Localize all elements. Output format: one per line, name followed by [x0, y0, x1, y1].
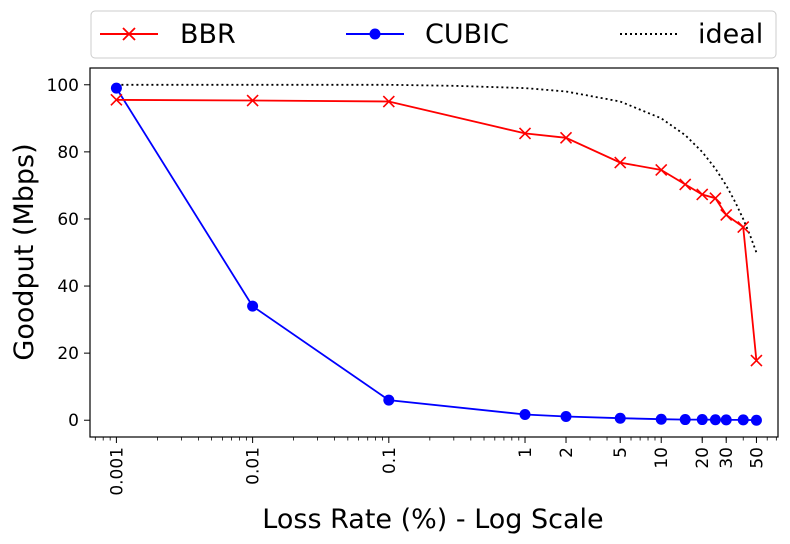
- legend-frame: [90, 10, 777, 59]
- data-point-cubic: [110, 82, 122, 94]
- data-point-bbr: [679, 178, 692, 191]
- data-point-cubic: [720, 414, 732, 426]
- y-tick-label: 20: [57, 344, 79, 364]
- x-tick-label: 0.001: [107, 447, 127, 496]
- legend: BBR CUBIC ideal: [90, 10, 777, 59]
- legend-entry-bbr: BBR: [100, 19, 236, 50]
- legend-entry-cubic: CUBIC: [346, 19, 509, 50]
- x-tick-label: 0.1: [380, 447, 400, 474]
- data-point-bbr: [559, 131, 573, 144]
- data-point-bbr: [110, 93, 123, 106]
- plot-frame: [89, 67, 779, 438]
- series-layer: [110, 82, 763, 426]
- y-axis-title: Goodput (Mbps): [9, 143, 40, 360]
- legend-marker-cubic: [369, 28, 381, 40]
- data-point-cubic: [519, 409, 531, 421]
- data-point-cubic: [750, 414, 762, 426]
- x-axis: 0.001 0.01 0.1 1 2 5 10 20 30 50: [94, 437, 777, 496]
- data-point-bbr: [518, 127, 532, 140]
- x-axis-title: Loss Rate (%) - Log Scale: [262, 504, 603, 535]
- data-point-bbr: [655, 163, 668, 177]
- legend-label-ideal: ideal: [698, 19, 763, 50]
- data-point-cubic: [614, 412, 626, 424]
- series-line-ideal: [116, 83, 758, 253]
- legend-label-cubic: CUBIC: [425, 19, 509, 50]
- x-tick-label: 2: [557, 447, 577, 458]
- x-tick-label: 0.01: [244, 447, 264, 485]
- y-axis: 0 20 40 60 80 100: [47, 76, 90, 431]
- y-tick-label: 60: [57, 210, 79, 230]
- x-tick-label: 20: [693, 447, 713, 469]
- x-tick-label: 30: [717, 447, 737, 469]
- x-tick-label: 5: [611, 447, 631, 458]
- data-point-cubic: [247, 300, 259, 312]
- data-point-cubic: [383, 394, 395, 406]
- data-point-bbr: [382, 95, 395, 108]
- x-tick-label: 50: [747, 447, 767, 469]
- y-tick-label: 0: [68, 411, 79, 431]
- data-point-cubic: [655, 413, 667, 425]
- data-point-cubic: [679, 414, 691, 426]
- y-tick-label: 80: [57, 143, 79, 163]
- data-point-cubic: [560, 411, 572, 423]
- data-point-bbr: [246, 94, 259, 107]
- x-tick-label: 1: [516, 447, 536, 458]
- data-point-cubic: [696, 414, 708, 426]
- data-point-bbr: [614, 156, 627, 169]
- data-point-bbr: [720, 208, 733, 221]
- y-tick-label: 100: [47, 76, 79, 96]
- data-point-bbr: [750, 354, 763, 367]
- data-point-bbr: [737, 220, 750, 234]
- data-point-cubic: [737, 414, 749, 426]
- data-point-bbr: [709, 192, 722, 205]
- legend-label-bbr: BBR: [180, 19, 236, 50]
- y-tick-label: 40: [57, 277, 79, 297]
- data-point-cubic: [709, 414, 721, 426]
- data-point-bbr: [696, 188, 709, 201]
- legend-marker-bbr: [122, 27, 136, 41]
- legend-entry-ideal: ideal: [620, 19, 763, 50]
- x-tick-label: 10: [652, 447, 672, 469]
